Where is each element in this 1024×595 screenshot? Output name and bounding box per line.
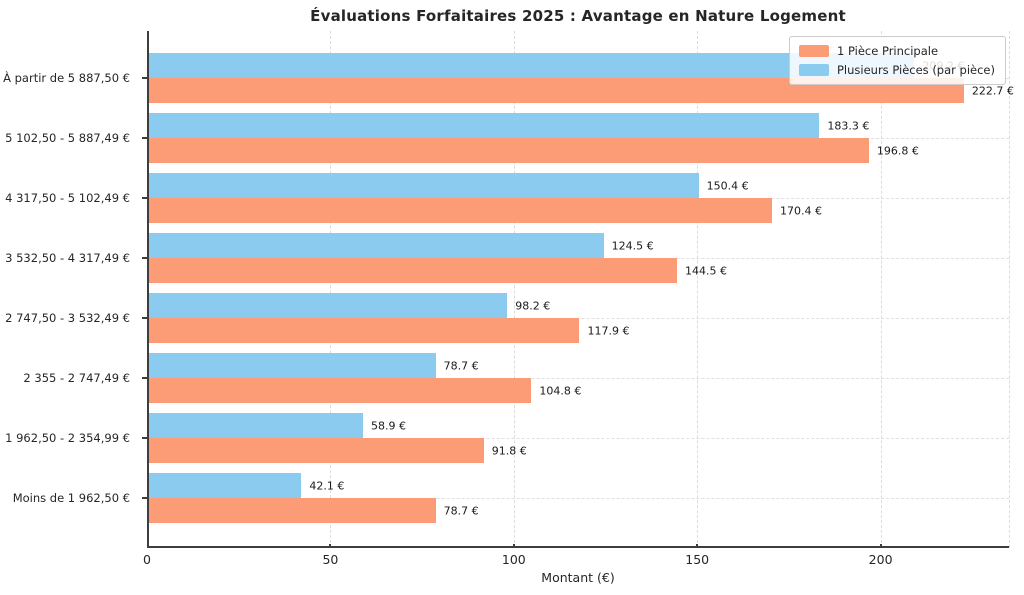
plot-area: 209.2 €222.7 €183.3 €196.8 €150.4 €170.4… [142, 31, 1014, 548]
bar-value-label: 150.4 € [706, 179, 749, 192]
bar-value-label: 183.3 € [827, 119, 870, 132]
bar-value-label: 78.7 € [443, 359, 479, 372]
h-gridline [147, 438, 1009, 439]
bar-plusieurs-pieces [147, 53, 915, 78]
legend: 1 Pièce Principale Plusieurs Pièces (par… [788, 36, 1006, 85]
bar-value-label: 98.2 € [515, 299, 551, 312]
v-gridline [697, 31, 699, 548]
legend-label: Plusieurs Pièces (par pièce) [836, 63, 995, 77]
bar-value-label: 170.4 € [780, 204, 823, 217]
bar-1-piece-principale [147, 378, 532, 403]
y-tick-mark [142, 497, 147, 499]
bar-value-label: 196.8 € [876, 144, 919, 157]
legend-item-plusieurs-pieces: Plusieurs Pièces (par pièce) [798, 63, 995, 77]
legend-item-1-piece: 1 Pièce Principale [798, 44, 995, 58]
bar-1-piece-principale [147, 138, 869, 163]
y-tick-label: 3 532,50 - 4 317,49 € [5, 251, 130, 265]
y-tick-mark [142, 197, 147, 199]
v-gridline [880, 31, 882, 548]
x-tick-label: 150 [685, 552, 710, 567]
h-gridline [147, 378, 1009, 379]
bar-1-piece-principale [147, 258, 678, 283]
bar-plusieurs-pieces [147, 113, 820, 138]
y-tick-mark [142, 317, 147, 319]
bar-plusieurs-pieces [147, 293, 508, 318]
v-gridline [1009, 31, 1010, 548]
bar-plusieurs-pieces [147, 353, 436, 378]
y-axis-labels: À partir de 5 887,50 € 5 102,50 - 5 887,4… [0, 31, 140, 548]
bar-1-piece-principale [147, 498, 436, 523]
y-tick-mark [142, 437, 147, 439]
chart-title: Évaluations Forfaitaires 2025 : Avantage… [310, 7, 846, 25]
bar-plusieurs-pieces [147, 473, 302, 498]
x-tick-mark [879, 544, 882, 548]
h-gridline [147, 498, 1009, 499]
y-tick-label: 2 747,50 - 3 532,49 € [5, 311, 130, 325]
x-tick-label: 50 [322, 552, 339, 567]
bar-value-label: 58.9 € [371, 419, 407, 432]
x-tick-mark [696, 544, 699, 548]
x-axis-spine [147, 546, 1009, 548]
y-tick-label: Moins de 1 962,50 € [12, 491, 130, 505]
x-tick-label: 200 [868, 552, 893, 567]
x-tick-label: 100 [501, 552, 526, 567]
y-tick-mark [142, 257, 147, 259]
bar-plusieurs-pieces [147, 233, 604, 258]
x-tick-mark [329, 544, 332, 548]
y-tick-label: 4 317,50 - 5 102,49 € [5, 191, 130, 205]
bar-1-piece-principale [147, 198, 773, 223]
x-tick-mark [512, 544, 515, 548]
y-tick-label: À partir de 5 887,50 € [3, 71, 130, 85]
bar-value-label: 144.5 € [685, 264, 728, 277]
bar-value-label: 42.1 € [309, 479, 345, 492]
bar-1-piece-principale [147, 438, 484, 463]
bar-value-label: 104.8 € [539, 384, 582, 397]
v-gridline [513, 31, 515, 548]
v-gridline [330, 31, 332, 548]
y-tick-label: 1 962,50 - 2 354,99 € [5, 431, 130, 445]
legend-label: 1 Pièce Principale [836, 44, 939, 58]
y-tick-label: 5 102,50 - 5 887,49 € [5, 131, 130, 145]
bar-plusieurs-pieces [147, 413, 364, 438]
bar-1-piece-principale [147, 318, 580, 343]
y-tick-label: 2 355 - 2 747,49 € [23, 371, 130, 385]
bar-value-label: 78.7 € [443, 504, 479, 517]
bar-value-label: 124.5 € [611, 239, 654, 252]
bar-value-label: 117.9 € [587, 324, 630, 337]
y-tick-mark [142, 377, 147, 379]
bar-value-label: 222.7 € [971, 84, 1014, 97]
legend-swatch-plusieurs-pieces [798, 64, 829, 76]
bar-value-label: 91.8 € [491, 444, 527, 457]
y-tick-mark [142, 137, 147, 139]
y-tick-mark [142, 77, 147, 79]
x-axis-title: Montant (€) [541, 570, 615, 585]
legend-swatch-1-piece [798, 45, 829, 57]
x-axis-ticks: 0 50 100 150 200 [143, 552, 1009, 568]
y-axis-spine [147, 31, 149, 548]
bar-plusieurs-pieces [147, 173, 699, 198]
x-tick-label: 0 [143, 552, 151, 567]
